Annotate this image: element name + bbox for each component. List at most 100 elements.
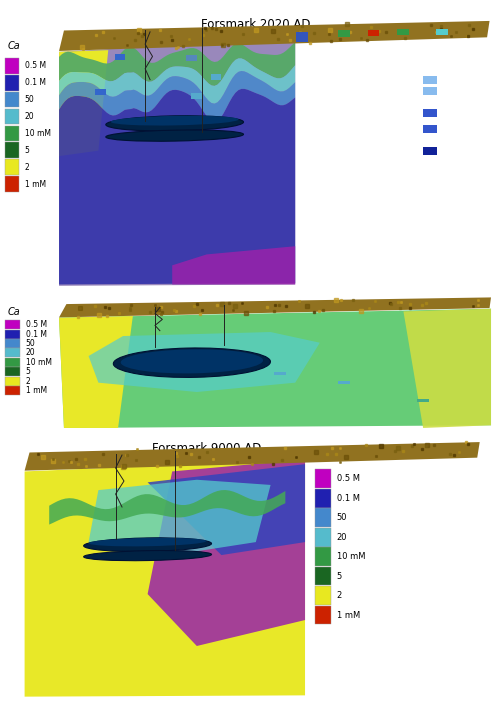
Text: Forsmark 2020 AD: Forsmark 2020 AD [201,18,310,31]
Text: Ca: Ca [7,41,20,51]
Text: 0.1 M: 0.1 M [337,493,360,503]
FancyBboxPatch shape [5,142,19,159]
FancyBboxPatch shape [315,606,331,625]
Ellipse shape [106,116,244,131]
Text: 1 mM: 1 mM [337,611,360,620]
Polygon shape [59,42,295,86]
Bar [397,29,409,35]
Text: 5: 5 [25,146,30,155]
Polygon shape [59,21,490,51]
FancyBboxPatch shape [5,329,20,338]
Text: 50: 50 [25,95,34,104]
Bar [417,398,429,402]
Text: 50: 50 [337,513,347,522]
Polygon shape [49,490,285,525]
Polygon shape [59,50,108,156]
Bar [423,87,437,94]
Polygon shape [403,309,491,428]
Bar [374,446,389,449]
FancyBboxPatch shape [5,109,19,124]
Text: 5: 5 [337,572,342,581]
Text: 2: 2 [25,163,30,172]
FancyBboxPatch shape [315,508,331,527]
Text: 0.5 M: 0.5 M [337,474,360,483]
Bar [274,372,286,375]
Polygon shape [89,332,320,392]
Polygon shape [59,89,295,284]
Bar [423,147,437,154]
Polygon shape [59,39,295,286]
FancyBboxPatch shape [5,358,20,367]
Text: 0.1 M: 0.1 M [26,329,47,338]
Bar [423,109,437,116]
Text: 0.5 M: 0.5 M [26,320,47,329]
FancyBboxPatch shape [5,339,20,348]
Text: 0.1 M: 0.1 M [25,78,46,87]
Ellipse shape [111,116,239,125]
Bar [368,30,379,36]
Text: 5: 5 [26,367,31,376]
Text: 10 mM: 10 mM [25,129,51,138]
Text: 10 mM: 10 mM [26,358,52,367]
FancyBboxPatch shape [5,159,19,176]
FancyBboxPatch shape [315,470,331,488]
Ellipse shape [113,348,271,377]
Polygon shape [89,479,271,555]
Text: 1 mM: 1 mM [25,180,46,189]
Bar [423,125,437,133]
FancyBboxPatch shape [5,75,19,90]
Bar [115,54,125,60]
Polygon shape [59,59,295,104]
FancyBboxPatch shape [5,376,20,386]
Polygon shape [25,442,480,471]
FancyBboxPatch shape [5,92,19,107]
FancyBboxPatch shape [315,528,331,546]
Bar [338,30,350,37]
FancyBboxPatch shape [5,386,20,396]
Text: 10 mM: 10 mM [337,552,365,561]
Text: 1 mM: 1 mM [26,386,47,396]
Polygon shape [59,71,295,122]
Bar [191,93,202,99]
FancyBboxPatch shape [5,58,19,73]
Polygon shape [172,246,295,284]
FancyBboxPatch shape [5,367,20,376]
Bar [95,90,106,95]
Text: 20: 20 [26,348,35,357]
FancyBboxPatch shape [5,176,19,192]
Bar [436,29,448,35]
Text: Ca: Ca [7,307,20,317]
Ellipse shape [84,551,212,560]
Text: 20: 20 [25,112,34,121]
Bar [296,32,308,38]
Text: 2: 2 [26,377,31,386]
Ellipse shape [106,130,244,141]
Ellipse shape [89,538,207,546]
Polygon shape [148,460,305,646]
Bar [296,36,308,42]
Bar [423,76,437,84]
Text: 50: 50 [26,339,35,348]
Text: 20: 20 [337,533,347,541]
FancyBboxPatch shape [315,587,331,605]
Polygon shape [59,309,491,428]
FancyBboxPatch shape [5,125,19,142]
Text: Ca: Ca [317,453,330,463]
Polygon shape [25,460,305,697]
Text: Forsmark 9000 AD: Forsmark 9000 AD [152,442,261,455]
Bar [186,55,197,61]
Polygon shape [59,298,491,317]
Bar [338,381,350,384]
Polygon shape [59,316,133,428]
FancyBboxPatch shape [5,348,20,357]
FancyBboxPatch shape [5,320,20,329]
Polygon shape [148,464,305,555]
Text: 2: 2 [337,591,342,600]
FancyBboxPatch shape [315,547,331,566]
Bar [211,74,221,80]
Text: 0.5 M: 0.5 M [25,61,46,70]
Ellipse shape [121,349,263,374]
FancyBboxPatch shape [315,567,331,585]
Ellipse shape [84,538,212,551]
FancyBboxPatch shape [315,489,331,508]
